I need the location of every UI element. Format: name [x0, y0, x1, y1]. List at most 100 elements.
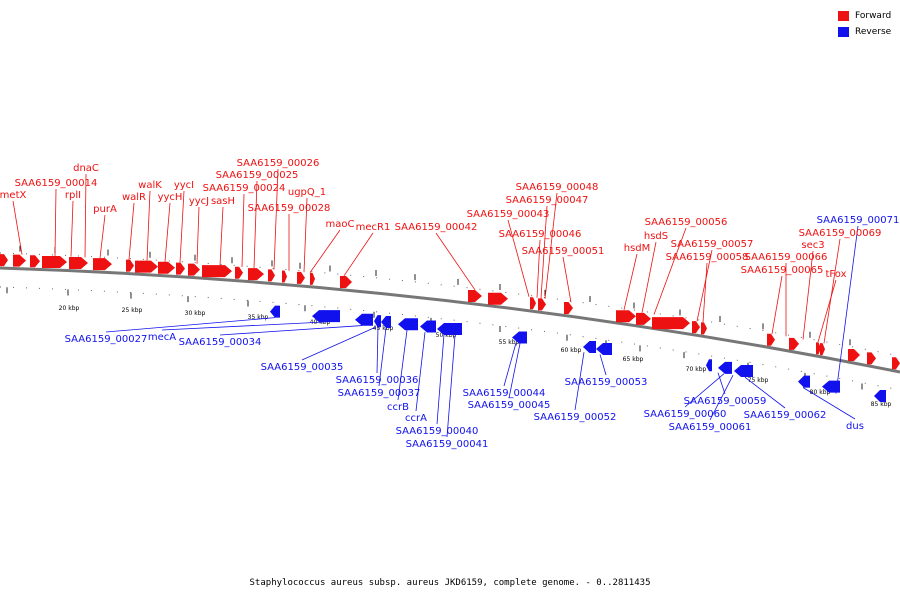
- forward-gene-label-maoc[interactable]: maoC: [326, 219, 355, 230]
- forward-gene-arrow[interactable]: [310, 272, 315, 285]
- forward-gene-label-saa6159-00043[interactable]: SAA6159_00043: [467, 209, 550, 220]
- reverse-gene-arrow[interactable]: [374, 315, 381, 328]
- forward-gene-label-dnac[interactable]: dnaC: [73, 163, 99, 174]
- forward-gene-arrow[interactable]: [248, 268, 264, 281]
- forward-gene-label-metx[interactable]: metX: [0, 190, 26, 201]
- forward-gene-label-saa6159-00056[interactable]: SAA6159_00056: [645, 217, 728, 228]
- forward-gene-arrow[interactable]: [282, 270, 287, 283]
- reverse-gene-label-dus[interactable]: dus: [846, 421, 864, 432]
- forward-gene-arrow[interactable]: [820, 343, 825, 356]
- reverse-gene-label-saa6159-00059[interactable]: SAA6159_00059: [684, 396, 767, 407]
- forward-gene-label-saa6159-00047[interactable]: SAA6159_00047: [506, 195, 589, 206]
- forward-gene-label-yyci[interactable]: yycI: [174, 180, 194, 191]
- forward-gene-arrow[interactable]: [126, 259, 134, 272]
- reverse-gene-label-ccrb[interactable]: ccrB: [387, 402, 409, 413]
- forward-gene-arrow[interactable]: [867, 352, 876, 365]
- reverse-gene-arrow[interactable]: [398, 318, 418, 331]
- forward-gene-arrow[interactable]: [816, 342, 821, 355]
- reverse-gene-label-saa6159-00053[interactable]: SAA6159_00053: [565, 377, 648, 388]
- forward-gene-label-saa6159-00058[interactable]: SAA6159_00058: [666, 252, 749, 263]
- reverse-gene-arrow[interactable]: [718, 361, 732, 374]
- forward-gene-label-tfox[interactable]: tFox: [825, 269, 846, 280]
- forward-gene-arrow[interactable]: [176, 262, 185, 275]
- reverse-gene-label-saa6159-00062[interactable]: SAA6159_00062: [744, 410, 827, 421]
- forward-gene-label-yycj[interactable]: yycJ: [189, 196, 209, 207]
- forward-gene-label-saa6159-00069[interactable]: SAA6159_00069: [799, 228, 882, 239]
- forward-gene-label-hsds[interactable]: hsdS: [644, 231, 668, 242]
- forward-gene-label-sash[interactable]: sasH: [211, 196, 235, 207]
- reverse-gene-arrow[interactable]: [420, 320, 436, 333]
- forward-gene-label-saa6159-00024[interactable]: SAA6159_00024: [203, 183, 286, 194]
- reverse-gene-label-saa6159-00061[interactable]: SAA6159_00061: [669, 422, 752, 433]
- forward-gene-label-saa6159-00014[interactable]: SAA6159_00014: [15, 178, 98, 189]
- forward-gene-arrow[interactable]: [268, 269, 275, 282]
- reverse-gene-label-saa6159-00037[interactable]: SAA6159_00037: [338, 388, 421, 399]
- reverse-gene-arrow[interactable]: [583, 340, 596, 353]
- reverse-gene-label-saa6159-00052[interactable]: SAA6159_00052: [534, 412, 617, 423]
- reverse-gene-label-saa6159-00044[interactable]: SAA6159_00044: [463, 388, 546, 399]
- forward-gene-label-saa6159-00051[interactable]: SAA6159_00051: [522, 246, 605, 257]
- forward-gene-label-yych[interactable]: yycH: [158, 192, 183, 203]
- forward-gene-arrow[interactable]: [636, 312, 651, 325]
- reverse-gene-arrow[interactable]: [512, 331, 527, 344]
- forward-gene-arrow[interactable]: [0, 254, 8, 267]
- forward-gene-label-saa6159-00048[interactable]: SAA6159_00048: [516, 182, 599, 193]
- forward-gene-label-saa6159-00026[interactable]: SAA6159_00026: [237, 158, 320, 169]
- reverse-gene-label-saa6159-00034[interactable]: SAA6159_00034: [179, 337, 262, 348]
- reverse-gene-arrow[interactable]: [437, 322, 462, 335]
- forward-gene-label-walr[interactable]: walR: [122, 192, 146, 203]
- forward-gene-arrow[interactable]: [767, 333, 775, 346]
- reverse-gene-label-saa6159-00027[interactable]: SAA6159_00027: [65, 334, 148, 345]
- forward-gene-arrow[interactable]: [616, 310, 636, 323]
- reverse-gene-arrow[interactable]: [734, 364, 753, 377]
- forward-gene-arrow[interactable]: [692, 321, 700, 334]
- forward-gene-label-mecr1[interactable]: mecR1: [356, 222, 391, 233]
- forward-gene-arrow[interactable]: [158, 261, 175, 274]
- forward-gene-arrow[interactable]: [93, 258, 112, 271]
- reverse-gene-label-saa6159-00036[interactable]: SAA6159_00036: [336, 375, 419, 386]
- forward-gene-label-saa6159-00025[interactable]: SAA6159_00025: [216, 170, 299, 181]
- reverse-gene-label-saa6159-00060[interactable]: SAA6159_00060: [644, 409, 727, 420]
- forward-gene-arrow[interactable]: [30, 255, 40, 268]
- forward-gene-arrow[interactable]: [892, 357, 900, 370]
- reverse-gene-arrow[interactable]: [822, 380, 840, 393]
- reverse-gene-arrow[interactable]: [381, 315, 391, 328]
- forward-gene-label-pura[interactable]: purA: [93, 204, 117, 215]
- forward-gene-arrow[interactable]: [789, 337, 799, 350]
- forward-gene-label-saa6159-00065[interactable]: SAA6159_00065: [741, 265, 824, 276]
- forward-gene-arrow[interactable]: [652, 317, 690, 330]
- forward-gene-arrow[interactable]: [488, 292, 508, 305]
- reverse-gene-arrow[interactable]: [596, 343, 612, 356]
- forward-gene-label-hsdm[interactable]: hsdM: [624, 243, 651, 254]
- forward-gene-label-ugpq-1[interactable]: ugpQ_1: [288, 187, 326, 198]
- forward-gene-label-saa6159-00046[interactable]: SAA6159_00046: [499, 229, 582, 240]
- forward-gene-label-rpli[interactable]: rplI: [65, 190, 81, 201]
- reverse-gene-arrow[interactable]: [798, 375, 810, 388]
- reverse-gene-label-saa6159-00071[interactable]: SAA6159_00071: [817, 215, 900, 226]
- forward-gene-arrow[interactable]: [530, 297, 536, 310]
- forward-gene-label-saa6159-00066[interactable]: SAA6159_00066: [745, 252, 828, 263]
- reverse-gene-label-ccra[interactable]: ccrA: [405, 413, 427, 424]
- forward-gene-arrow[interactable]: [69, 257, 88, 270]
- forward-gene-arrow[interactable]: [538, 298, 546, 311]
- forward-gene-label-sec3[interactable]: sec3: [801, 240, 824, 251]
- forward-gene-arrow[interactable]: [235, 266, 243, 279]
- reverse-gene-label-saa6159-00035[interactable]: SAA6159_00035: [261, 362, 344, 373]
- forward-gene-arrow[interactable]: [564, 302, 573, 315]
- reverse-gene-arrow[interactable]: [270, 305, 280, 318]
- forward-gene-arrow[interactable]: [202, 265, 232, 278]
- forward-gene-arrow[interactable]: [13, 254, 26, 267]
- forward-gene-arrow[interactable]: [468, 289, 482, 302]
- reverse-gene-label-saa6159-00045[interactable]: SAA6159_00045: [468, 400, 551, 411]
- forward-gene-label-saa6159-00042[interactable]: SAA6159_00042: [395, 222, 478, 233]
- forward-gene-arrow[interactable]: [701, 322, 707, 335]
- forward-gene-arrow[interactable]: [42, 255, 67, 268]
- reverse-gene-arrow[interactable]: [355, 313, 373, 326]
- forward-gene-arrow[interactable]: [340, 275, 352, 288]
- forward-gene-arrow[interactable]: [848, 348, 860, 361]
- reverse-gene-label-meca[interactable]: mecA: [148, 332, 176, 343]
- forward-gene-arrow[interactable]: [188, 263, 200, 276]
- forward-gene-label-saa6159-00028[interactable]: SAA6159_00028: [248, 203, 331, 214]
- reverse-gene-label-saa6159-00041[interactable]: SAA6159_00041: [406, 439, 489, 450]
- reverse-gene-arrow[interactable]: [706, 359, 712, 372]
